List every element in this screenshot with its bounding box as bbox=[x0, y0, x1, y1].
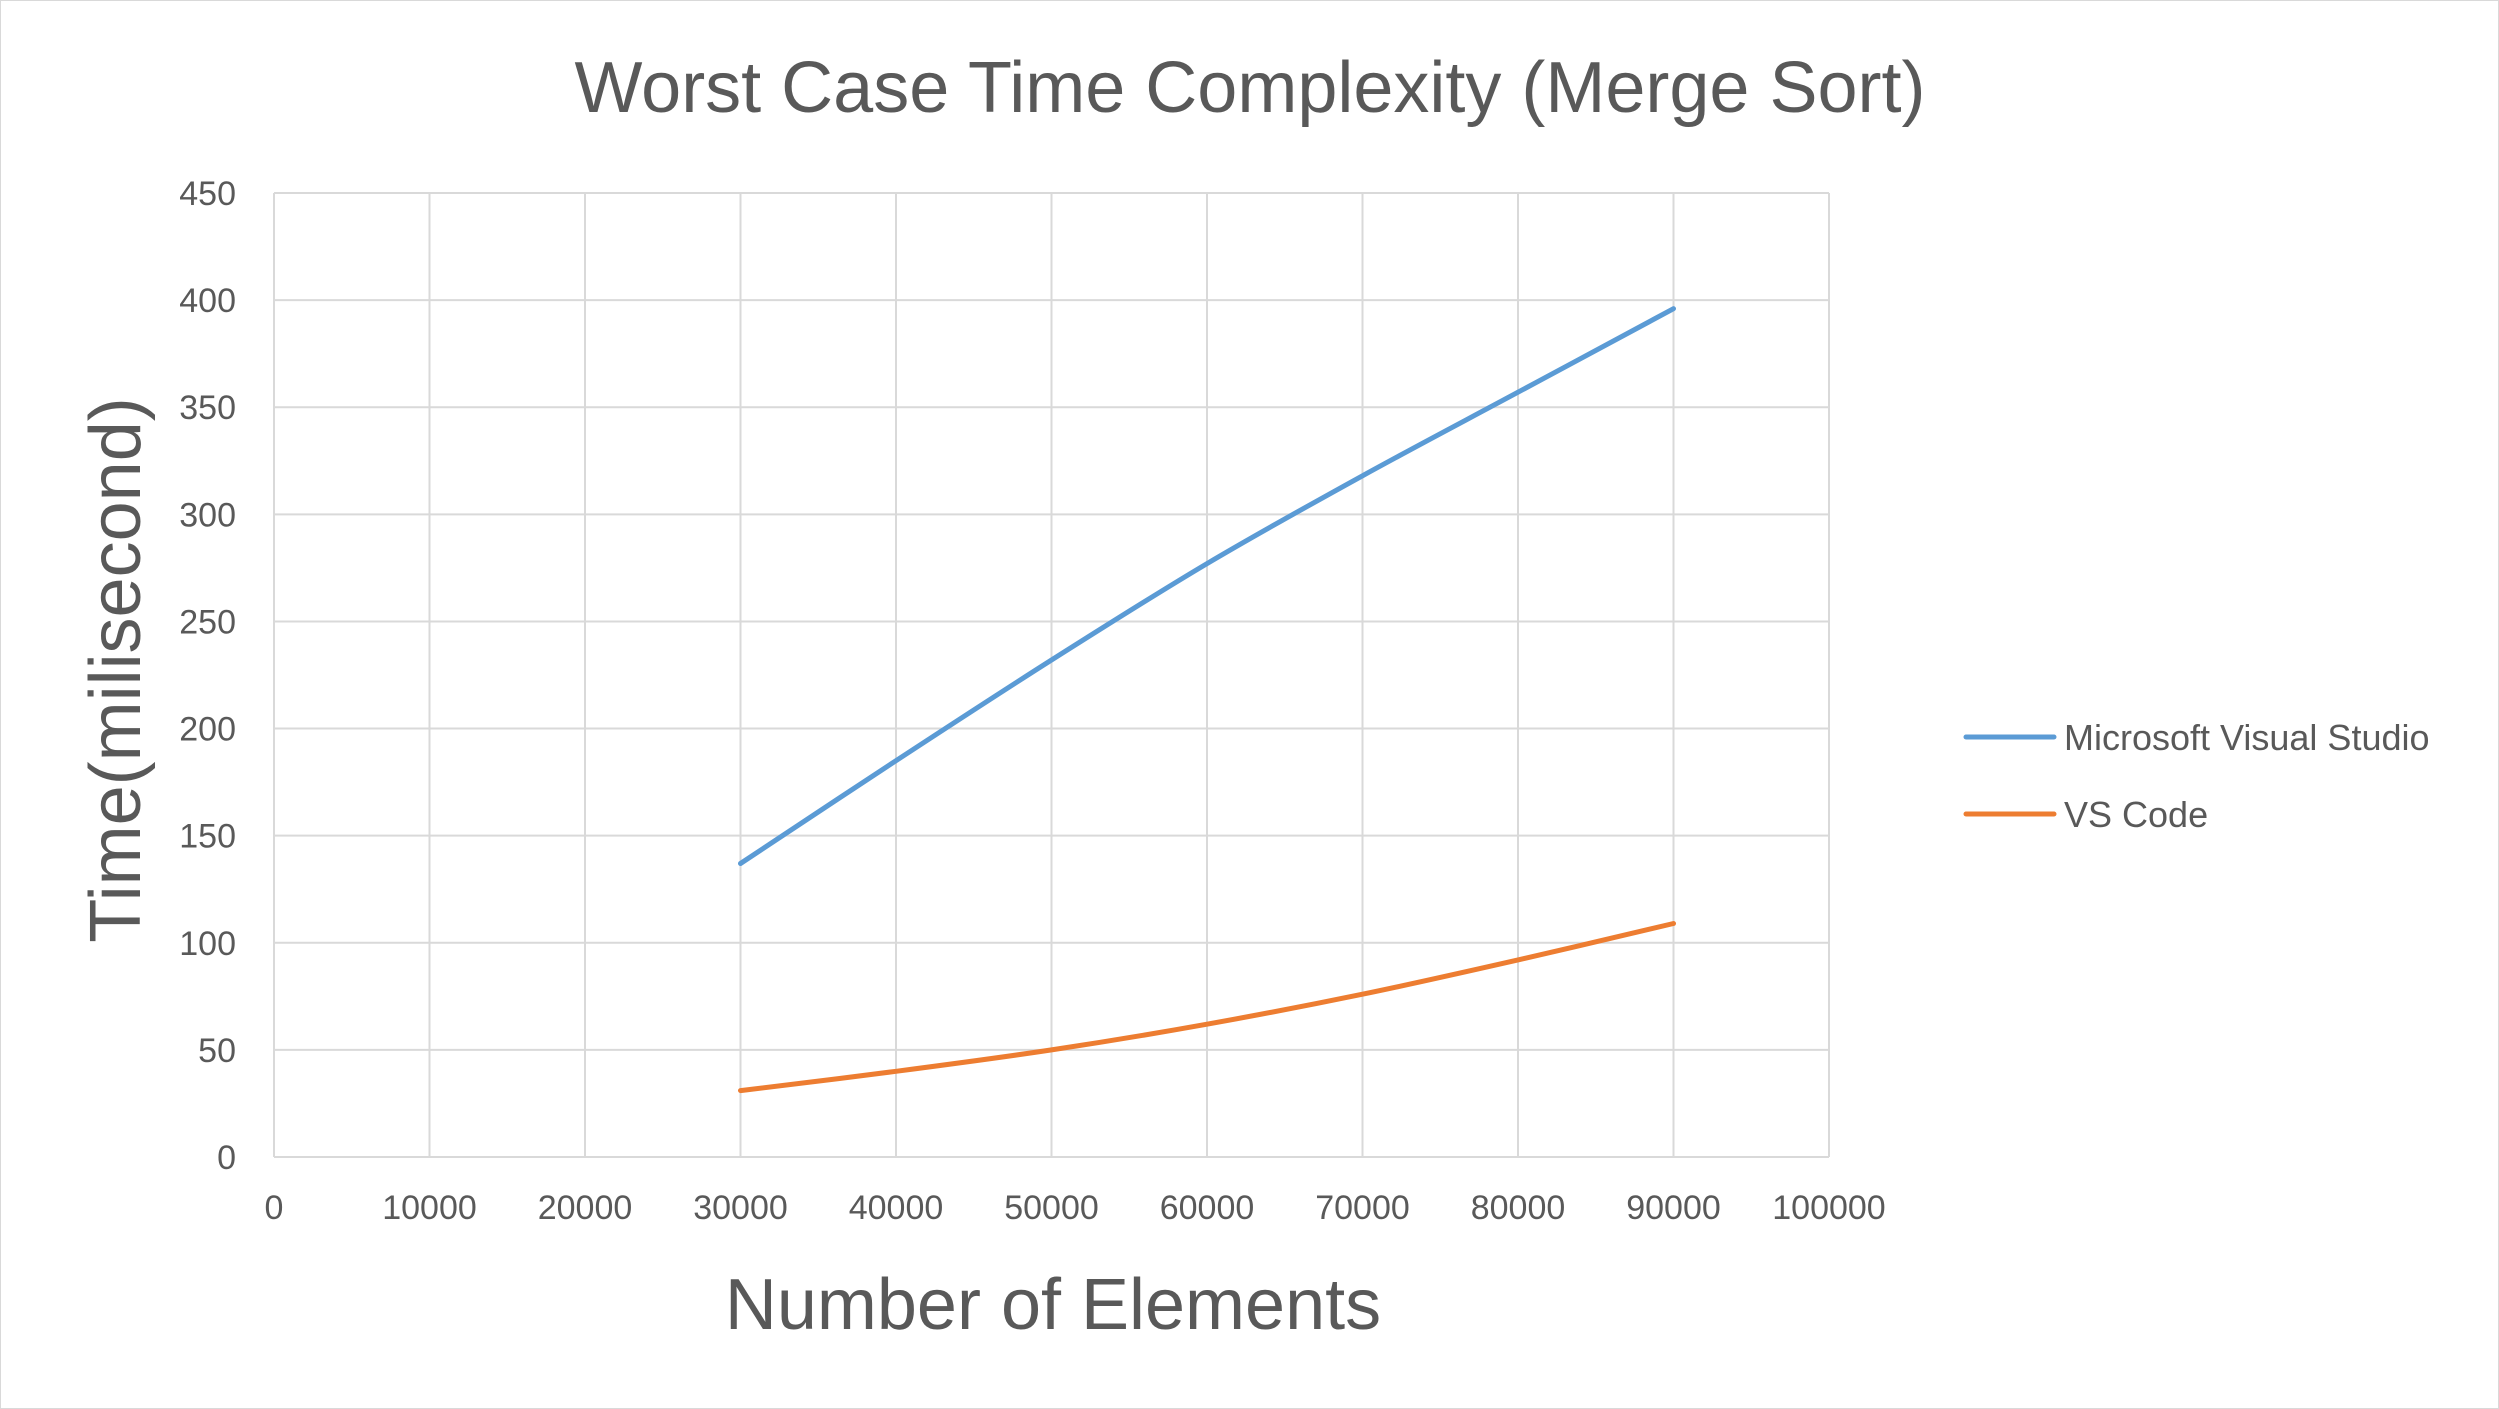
x-tick-label: 0 bbox=[265, 1189, 284, 1227]
x-tick-label: 30000 bbox=[693, 1189, 788, 1227]
data-point-vs-code bbox=[1205, 1022, 1210, 1027]
x-tick-label: 40000 bbox=[849, 1189, 944, 1227]
x-tick-label: 90000 bbox=[1626, 1189, 1721, 1227]
x-tick-label: 10000 bbox=[382, 1189, 477, 1227]
x-tick-label: 70000 bbox=[1315, 1189, 1410, 1227]
data-point-microsoft-visual-studio bbox=[894, 758, 899, 763]
legend-label-microsoft-visual-studio: Microsoft Visual Studio bbox=[2064, 717, 2430, 758]
y-tick-label: 400 bbox=[179, 282, 236, 320]
legend: Microsoft Visual Studio VS Code bbox=[1963, 717, 2430, 835]
data-point-microsoft-visual-studio bbox=[1516, 390, 1521, 395]
data-point-microsoft-visual-studio bbox=[1205, 561, 1210, 566]
x-tick-label: 80000 bbox=[1471, 1189, 1566, 1227]
x-tick-label: 60000 bbox=[1160, 1189, 1255, 1227]
series-line-microsoft-visual-studio bbox=[738, 306, 1676, 867]
data-point-microsoft-visual-studio bbox=[738, 861, 743, 866]
data-point-microsoft-visual-studio bbox=[1671, 306, 1676, 311]
y-tick-label: 0 bbox=[217, 1139, 236, 1177]
data-point-microsoft-visual-studio bbox=[1360, 473, 1365, 478]
y-tick-label: 350 bbox=[179, 389, 236, 427]
series-line-vs-code bbox=[738, 920, 1676, 1094]
x-tick-label: 20000 bbox=[538, 1189, 633, 1227]
x-tick-label: 50000 bbox=[1004, 1189, 1099, 1227]
y-tick-label: 250 bbox=[179, 603, 236, 641]
x-tick-label: 100000 bbox=[1772, 1189, 1885, 1227]
x-axis-ticks: 0 10000 20000 30000 40000 50000 60000 70000 8000… bbox=[265, 1189, 1886, 1227]
y-tick-label: 100 bbox=[179, 925, 236, 963]
y-tick-label: 450 bbox=[179, 175, 236, 213]
y-tick-label: 300 bbox=[179, 496, 236, 534]
y-tick-label: 150 bbox=[179, 818, 236, 856]
data-point-vs-code bbox=[1360, 992, 1365, 997]
y-axis-title: Time(milisecond) bbox=[76, 397, 156, 942]
data-point-vs-code bbox=[1516, 957, 1521, 962]
data-point-vs-code bbox=[1049, 1047, 1054, 1052]
y-tick-label: 200 bbox=[179, 711, 236, 749]
data-point-microsoft-visual-studio bbox=[1049, 658, 1054, 663]
series-layer bbox=[738, 306, 1676, 1094]
legend-label-vs-code: VS Code bbox=[2064, 794, 2208, 835]
data-point-vs-code bbox=[1671, 921, 1676, 926]
data-point-vs-code bbox=[894, 1069, 899, 1074]
data-point-vs-code bbox=[738, 1088, 743, 1093]
grid bbox=[273, 192, 1830, 1158]
chart-title: Worst Case Time Complexity (Merge Sort) bbox=[575, 48, 1926, 128]
y-axis-ticks: 0 50 100 150 200 250 300 350 400 450 bbox=[179, 175, 236, 1177]
y-tick-label: 50 bbox=[198, 1032, 236, 1070]
x-axis-title: Number of Elements bbox=[725, 1265, 1381, 1345]
